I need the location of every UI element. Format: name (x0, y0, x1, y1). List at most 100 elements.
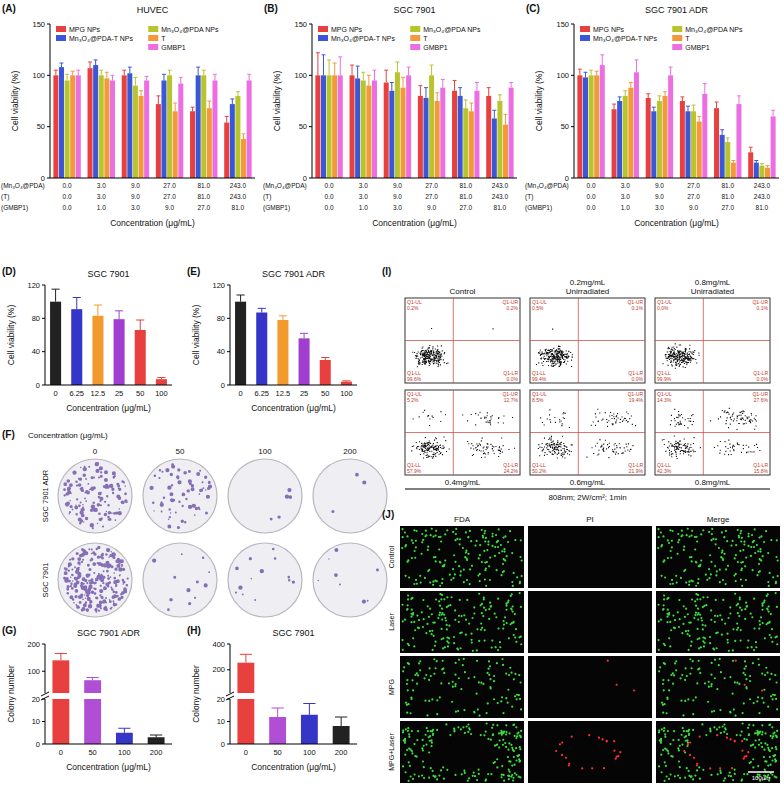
colony-dots (152, 553, 210, 611)
plot-frame (655, 298, 770, 383)
micrograph (400, 656, 524, 718)
panel-label: (F) (2, 429, 15, 440)
chart-panel: (E)SGC 7901 ADR04080120Cell viability (%… (187, 266, 357, 413)
x-tick-label: 81.0 (232, 204, 245, 211)
chart-title: SGC 7901 ADR (77, 628, 141, 638)
legend-swatch (56, 35, 66, 41)
error-bar (258, 308, 266, 312)
bar (497, 101, 502, 178)
colony-dots (331, 473, 366, 513)
bar (116, 733, 133, 744)
bar (237, 663, 254, 744)
bar (235, 96, 240, 178)
bar (99, 75, 104, 178)
quadrant-value: 0.1% (757, 305, 769, 311)
error-bar (430, 65, 434, 75)
y-tick (227, 721, 230, 722)
x-axis-title: Concentration (μg/mL) (251, 403, 336, 413)
x-axis-title: Concentration (μg/mL) (110, 218, 195, 228)
bar (333, 726, 350, 744)
bar (139, 96, 144, 178)
colony-panel: (F)Concentration (μg/mL)050100200SGC 790… (2, 429, 387, 617)
gate-line (655, 340, 770, 341)
quadrant-value: 19.4% (629, 397, 644, 403)
error-bar (652, 107, 656, 111)
row-label: MPG+Laser (388, 733, 395, 771)
bar (503, 125, 508, 178)
bar (315, 75, 320, 178)
legend-label: T (423, 35, 428, 42)
y-tick (227, 669, 230, 670)
legend-swatch (148, 35, 158, 41)
legend-label: MPG NPs (331, 26, 363, 33)
x-row-name: (Mn₃O₄@PDA) (263, 182, 307, 190)
error-bar (94, 305, 102, 316)
error-bar (168, 70, 172, 75)
legend-label: Mn₃O₄@PDA-T NPs (593, 35, 658, 42)
x-tick-label: 243.0 (754, 182, 771, 189)
bar (440, 88, 445, 178)
bar (338, 75, 343, 178)
plot-label: 0.8mg/mL (695, 478, 731, 487)
plot-frame (530, 298, 645, 383)
colony-dots (150, 463, 213, 529)
error-bar (128, 67, 132, 73)
x-tick-label: 3.0 (393, 204, 402, 211)
plot-frame (405, 298, 520, 383)
error-bar (115, 311, 123, 319)
x-tick-label: 27.0 (425, 193, 438, 200)
error-bar (492, 110, 496, 118)
error-bar (157, 378, 165, 380)
colony-dots (63, 462, 128, 529)
y-tick-label: 20 (217, 695, 225, 704)
legend-swatch (318, 26, 328, 32)
error-bar (191, 107, 195, 111)
x-tick-label: 1.0 (97, 204, 106, 211)
error-bar (504, 114, 508, 124)
bar (577, 75, 582, 178)
bar (65, 80, 70, 178)
bar (435, 101, 440, 178)
error-bar (737, 96, 741, 104)
bar (167, 75, 172, 178)
event-dots (467, 437, 515, 458)
bar (668, 75, 673, 178)
live-cells (401, 528, 523, 587)
error-bar (179, 77, 183, 83)
y-axis-title: Cell viability (%) (10, 71, 20, 132)
culture-plate (58, 543, 132, 617)
x-axis-title: Concentration (μg/mL) (372, 218, 457, 228)
y-tick-label: 150 (294, 20, 307, 29)
x-tick-label: 243.0 (492, 182, 509, 189)
plot-label: Unirradiated (566, 287, 610, 296)
error-bar (65, 74, 69, 80)
error-bar (133, 77, 137, 85)
marks (237, 654, 349, 744)
y-tick (571, 75, 574, 76)
error-bar (173, 103, 177, 111)
column-label: 200 (343, 447, 357, 456)
condition-line (405, 489, 770, 490)
chart-title: HUVEC (137, 5, 169, 15)
x-tick-label: 3.0 (359, 193, 368, 200)
row-label: SGC 7901 ADR (41, 469, 50, 522)
y-tick-label: 40 (32, 347, 40, 356)
x-row-name: (GMBP1) (1, 204, 28, 212)
legend-label: GMBP1 (685, 44, 710, 51)
dead-cells (555, 734, 621, 769)
legend-label: T (685, 35, 690, 42)
bar (127, 73, 132, 178)
error-bar (629, 83, 633, 88)
x-tick-label: 27.0 (163, 182, 176, 189)
quadrant-value: 0.2% (507, 305, 519, 311)
bar (241, 139, 246, 178)
x-tick-label: 81.0 (721, 193, 734, 200)
bar (277, 320, 288, 385)
x-tick-label: 3.0 (621, 182, 630, 189)
x-row-name: (GMBP1) (263, 204, 290, 212)
plot-label: Control (450, 287, 476, 296)
bar (71, 309, 82, 385)
x-axis (45, 744, 172, 745)
column-label: FDA (454, 515, 471, 524)
bar (190, 111, 195, 178)
